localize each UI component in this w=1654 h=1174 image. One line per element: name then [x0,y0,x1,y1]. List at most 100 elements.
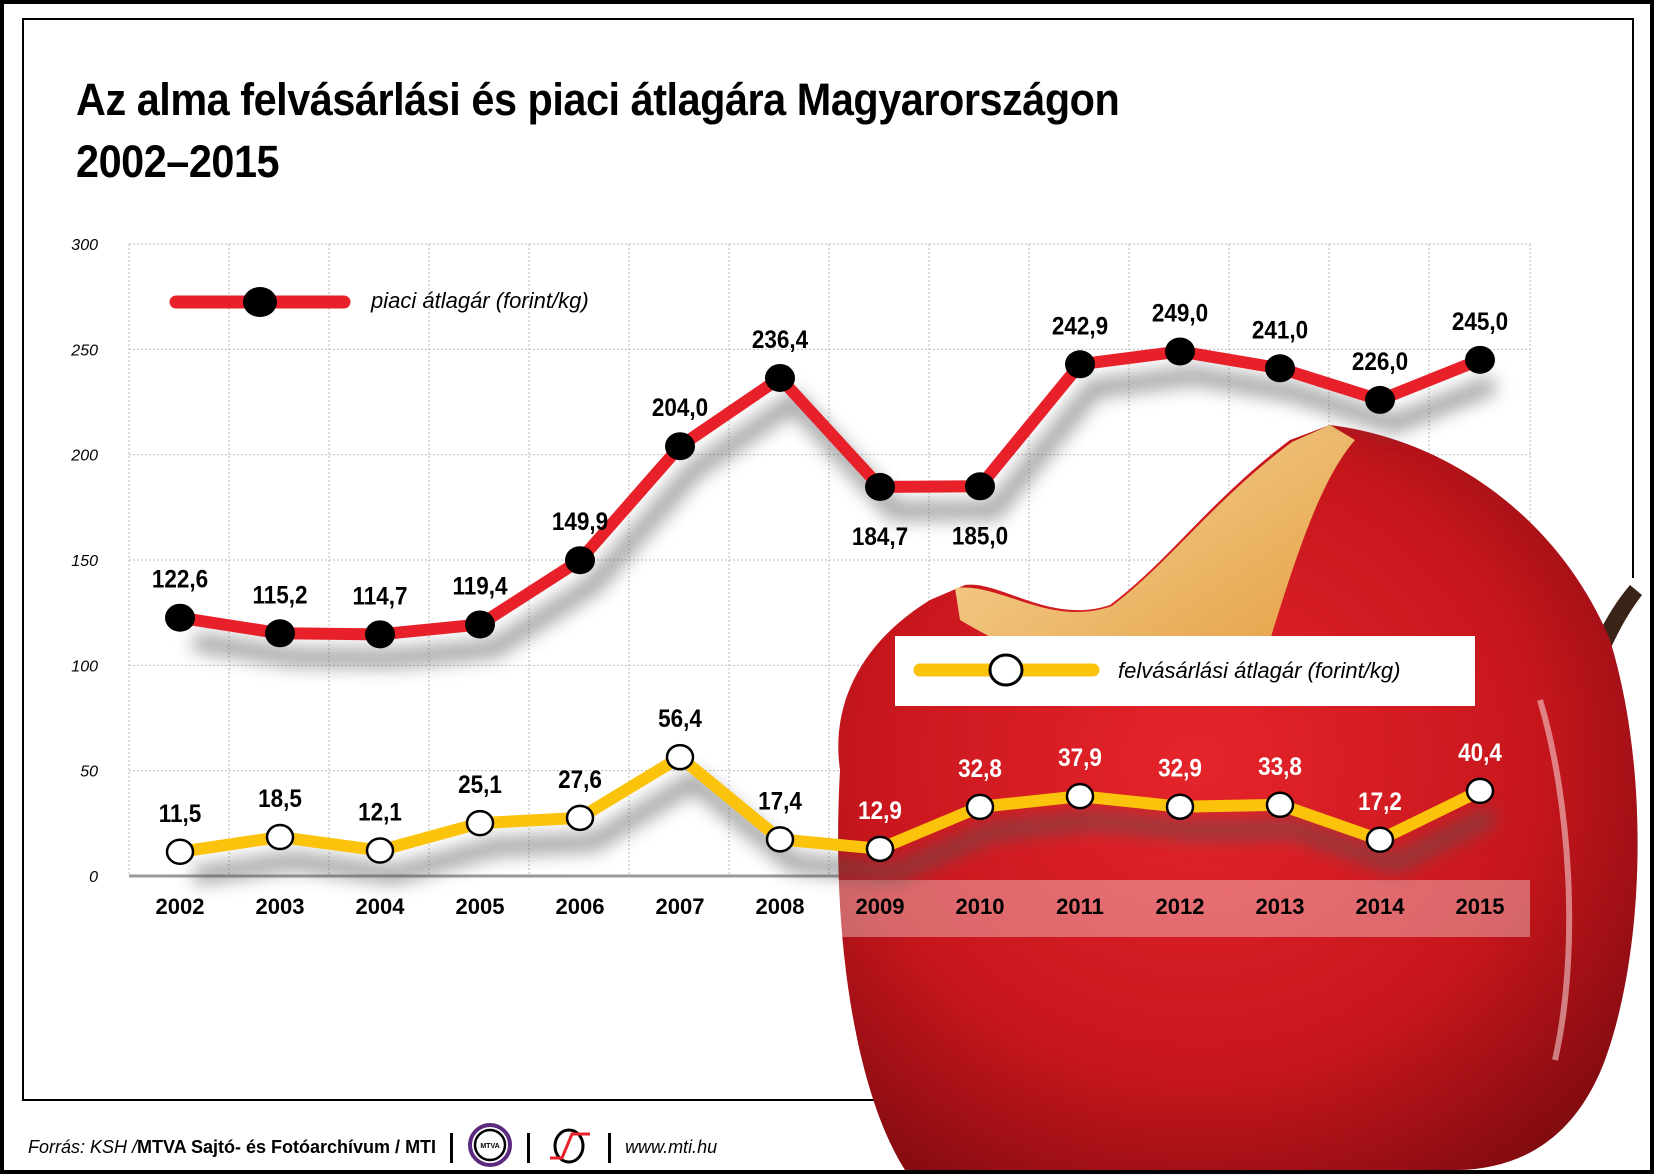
x-tick-label: 2005 [456,894,505,919]
felvasarlasi-data-label: 12,1 [358,798,402,826]
felvasarlasi-data-label: 32,9 [1158,755,1202,783]
piaci-point [265,619,295,648]
piaci-point [465,610,495,639]
felvasarlasi-data-label: 56,4 [658,705,703,733]
source-prefix: Forrás: KSH / [28,1137,138,1157]
y-axis-labels: 0 50 100 150 200 250 300 [70,237,98,886]
data-labels: 122,6 115,2 114,7 119,4 149,9 204,0 236,4 184,7… [152,299,1508,828]
piaci-data-label: 204,0 [652,394,708,422]
piaci-data-label: 149,9 [552,508,608,536]
axis-label-band [820,880,1530,937]
piaci-data-label: 249,0 [1152,299,1208,327]
mti-logo [544,1122,594,1173]
legend-felvasarlasi-label: felvásárlási átlagár (forint/kg) [1118,658,1400,683]
y-tick-label: 200 [70,448,98,465]
apple-photo [838,425,1642,1170]
felvasarlasi-point [765,826,795,853]
felvasarlasi-point [1065,782,1095,810]
legend-felvasarlasi-marker [988,653,1024,687]
piaci-point [1165,337,1195,366]
footer-separator [608,1132,612,1163]
y-tick-label: 150 [71,553,98,570]
felvasarlasi-data-label: 17,2 [1358,788,1402,816]
x-tick-label: 2014 [1356,894,1406,919]
felvasarlasi-data-label: 27,6 [558,766,602,794]
piaci-line [179,345,1483,641]
legend-piaci-label: piaci átlagár (forint/kg) [370,288,589,313]
piaci-data-label: 184,7 [852,523,908,551]
piaci-point [1065,350,1095,379]
footer-separator [527,1132,531,1163]
felvasarlasi-data-label: 11,5 [159,800,202,828]
felvasarlasi-point [465,809,495,837]
inner-frame-right-line [1632,18,1634,578]
felvasarlasi-point [965,793,995,821]
series-shadow [192,770,1498,885]
felvasarlasi-data-label: 40,4 [1458,739,1503,767]
felvasarlasi-data-label: 12,9 [858,797,902,825]
svg-text:MTVA: MTVA [480,1143,499,1150]
piaci-point [965,472,995,501]
y-tick-label: 100 [71,658,98,675]
x-tick-label: 2013 [1256,894,1305,919]
piaci-point [1265,354,1295,383]
legend-piaci: piaci átlagár (forint/kg) [169,287,589,317]
felvasarlasi-point [165,838,195,866]
source-credit: MTVA Sajtó- és Fotóarchívum / MTI [137,1137,437,1157]
apple-highlight [1537,699,1573,1061]
x-tick-label: 2002 [156,894,205,919]
piaci-point [565,546,595,575]
piaci-data-label: 236,4 [752,326,809,354]
y-tick-label: 0 [89,869,98,886]
felvasarlasi-data-label: 37,9 [1058,744,1102,772]
piaci-point [765,363,795,392]
piaci-point [665,432,695,461]
piaci-data-label: 122,6 [152,566,208,594]
piaci-data-label: 115,2 [252,581,307,609]
piaci-data-label: 226,0 [1352,348,1408,376]
inner-frame-bottom-line [22,1099,907,1101]
inner-frame [22,18,1634,1101]
felvasarlasi-data-label: 25,1 [458,771,502,799]
felvasarlasi-point [265,823,295,851]
felvasarlasi-point [1365,826,1395,854]
felvasarlasi-data-label: 17,4 [758,787,803,815]
chart-subtitle-years: 2002–2015 [76,136,280,187]
chart-title: Az alma felvásárlási és piaci átlagára M… [76,74,1120,125]
x-tick-label: 2008 [756,894,805,919]
felvasarlasi-point [1465,777,1495,805]
legend-felvasarlasi: felvásárlási átlagár (forint/kg) [895,636,1475,706]
piaci-point [365,620,395,649]
x-tick-label: 2004 [356,894,406,919]
apple-bite-flesh [955,425,1355,695]
felvasarlasi-point [1165,793,1195,820]
felvasarlasi-point [565,804,595,832]
felvasarlasi-data-label: 18,5 [258,785,302,813]
series-lines [179,345,1483,858]
footer: Forrás: KSH / MTVA Sajtó- és Fotóarchívu… [28,1122,717,1173]
x-axis-labels: 2002 2003 2004 2005 2006 2007 2008 2009 2010 2011… [156,894,1505,919]
piaci-data-label: 185,0 [952,522,1008,550]
felvasarlasi-point [365,837,395,864]
y-tick-label: 50 [80,764,98,781]
x-tick-label: 2015 [1456,894,1505,919]
mtva-logo: MTVA [467,1122,513,1173]
x-tick-label: 2010 [956,894,1005,919]
website-link[interactable]: www.mti.hu [625,1137,718,1157]
x-tick-label: 2003 [256,894,305,919]
x-tick-label: 2007 [656,894,705,919]
y-tick-label: 300 [71,237,98,254]
series-points [165,337,1495,866]
y-tick-label: 250 [70,342,98,359]
felvasarlasi-data-label: 33,8 [1258,753,1302,781]
felvasarlasi-point [665,743,695,771]
piaci-point [1365,385,1395,414]
piaci-point [1465,345,1495,374]
piaci-point [165,603,195,632]
x-tick-label: 2012 [1156,894,1205,919]
piaci-data-label: 241,0 [1252,316,1308,344]
felvasarlasi-point [865,835,895,863]
